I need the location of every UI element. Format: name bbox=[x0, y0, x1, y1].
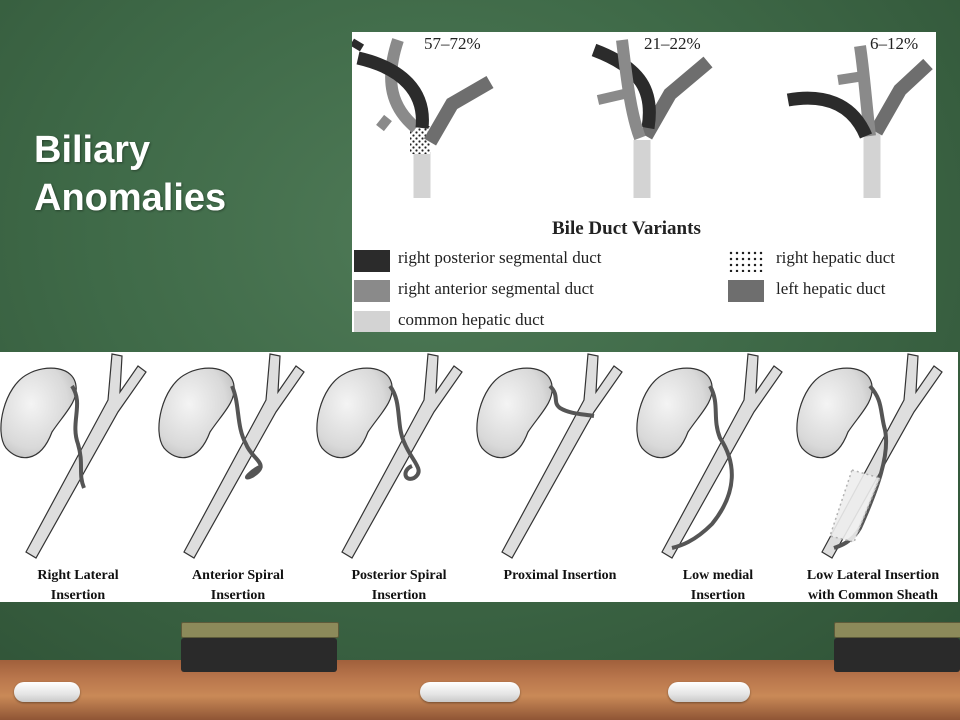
legend-swatch-right-posterior bbox=[354, 250, 390, 272]
legend-swatch-left-hepatic bbox=[728, 280, 764, 302]
caption-low-medial: Low medial Insertion bbox=[643, 566, 793, 602]
caption-posterior-spiral: Posterior Spiral Insertion bbox=[324, 566, 474, 602]
caption-line: Anterior Spiral bbox=[192, 568, 284, 583]
legend-label-common-hepatic: common hepatic duct bbox=[398, 310, 545, 329]
caption-line: Proximal Insertion bbox=[503, 568, 617, 583]
cystic-duct-insertion-figure: Right Lateral Insertion Anterior Spiral … bbox=[0, 352, 958, 602]
variant-1-percentage: 57–72% bbox=[424, 34, 481, 53]
caption-line: Insertion bbox=[371, 588, 427, 602]
caption-low-lateral-common-sheath: Low Lateral Insertion with Common Sheath bbox=[790, 566, 956, 602]
variant-3-drawing bbox=[786, 45, 933, 198]
bile-duct-variants-figure: 57–72% 21–22% 6–12% Bile Duct Variants r… bbox=[352, 32, 936, 332]
legend-swatch-right-hepatic bbox=[728, 250, 764, 272]
cystic-duct-insertion-diagram bbox=[0, 353, 943, 559]
caption-line: Insertion bbox=[50, 588, 106, 602]
caption-proximal-insertion: Proximal Insertion bbox=[484, 566, 636, 586]
bile-duct-variants-diagram bbox=[352, 38, 933, 198]
chalk-stick bbox=[420, 682, 520, 702]
caption-line: Insertion bbox=[690, 588, 746, 602]
legend-label-right-hepatic: right hepatic duct bbox=[776, 248, 895, 267]
chalk-stick bbox=[668, 682, 750, 702]
panel-posterior-spiral bbox=[316, 353, 463, 559]
variant-3-percentage: 6–12% bbox=[870, 34, 919, 53]
chalk-stick bbox=[14, 682, 80, 702]
panel-anterior-spiral bbox=[158, 353, 305, 559]
caption-right-lateral: Right Lateral Insertion bbox=[3, 566, 153, 602]
legend-title: Bile Duct Variants bbox=[552, 218, 701, 239]
caption-line: Low Lateral Insertion bbox=[806, 568, 940, 583]
legend-swatch-right-anterior bbox=[354, 280, 390, 302]
legend-label-right-posterior: right posterior segmental duct bbox=[398, 248, 602, 267]
legend-swatch-common-hepatic bbox=[354, 311, 390, 332]
eraser-left bbox=[181, 622, 339, 672]
caption-anterior-spiral: Anterior Spiral Insertion bbox=[163, 566, 313, 602]
caption-line: Low medial bbox=[682, 568, 754, 583]
variant-1-drawing bbox=[352, 38, 494, 198]
legend-label-right-anterior: right anterior segmental duct bbox=[398, 279, 594, 298]
caption-line: with Common Sheath bbox=[808, 588, 938, 602]
legend-label-left-hepatic: left hepatic duct bbox=[776, 279, 886, 298]
slide-title-line1: Biliary bbox=[34, 129, 151, 171]
variant-2-percentage: 21–22% bbox=[644, 34, 701, 53]
panel-low-lateral-common-sheath bbox=[796, 353, 943, 559]
caption-line: Insertion bbox=[210, 588, 266, 602]
eraser-right bbox=[834, 622, 960, 672]
variant-2-drawing bbox=[591, 39, 713, 198]
slide-title-line2: Anomalies bbox=[34, 177, 227, 219]
panel-right-lateral bbox=[0, 353, 147, 559]
slide-title: Biliary Anomalies bbox=[34, 126, 226, 222]
panel-proximal-insertion bbox=[476, 353, 623, 559]
caption-line: Right Lateral bbox=[37, 568, 119, 583]
caption-line: Posterior Spiral bbox=[351, 568, 447, 583]
panel-low-medial bbox=[636, 353, 783, 559]
